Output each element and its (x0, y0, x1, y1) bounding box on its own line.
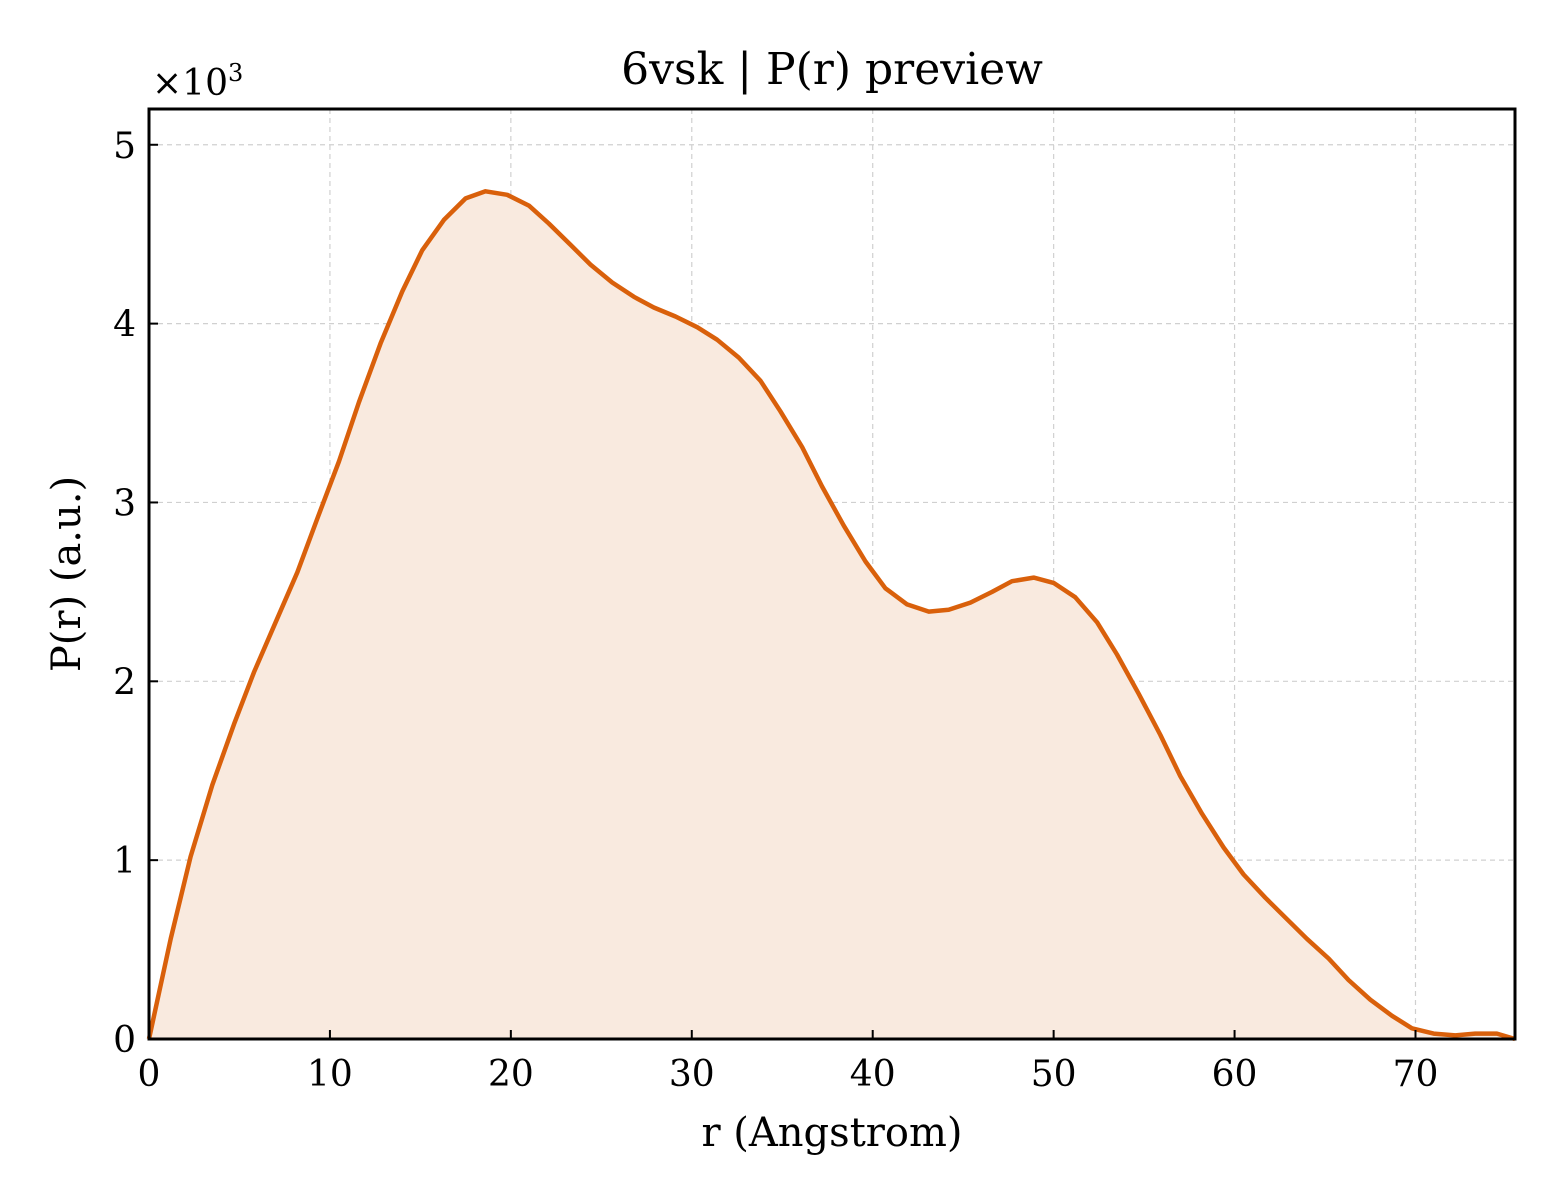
y-tick-label: 5 (113, 126, 136, 167)
x-tick-label: 10 (307, 1054, 353, 1095)
axis-ticks: 0 10 20 30 40 50 60 70 0 1 2 3 4 5 (113, 126, 1438, 1095)
y-scale-exponent: 3 (228, 59, 243, 87)
y-tick-label: 0 (113, 1020, 136, 1061)
y-tick-label: 2 (113, 662, 136, 703)
x-tick-label: 30 (669, 1054, 715, 1095)
y-axis-label: P(r) (a.u.) (44, 476, 90, 672)
y-scale-prefix: ×10 (152, 63, 228, 104)
pr-curve-line (146, 189, 1516, 1042)
x-tick-label: 50 (1031, 1054, 1077, 1095)
x-tick-label: 60 (1212, 1054, 1258, 1095)
y-tick-label: 3 (113, 483, 136, 524)
x-tick-label: 20 (488, 1054, 534, 1095)
pr-area-fill (149, 191, 1515, 1040)
x-tick-label: 0 (138, 1054, 161, 1095)
plot-frame (147, 107, 1517, 1041)
y-tick-label: 4 (113, 305, 136, 346)
x-tick-label: 40 (850, 1054, 896, 1095)
x-axis-label: r (Angstrom) (701, 1110, 962, 1156)
y-scale-multiplier: ×103 (152, 59, 243, 104)
y-tick-label: 1 (113, 841, 136, 882)
chart-title: 6vsk | P(r) preview (621, 44, 1043, 95)
x-tick-label: 70 (1393, 1054, 1439, 1095)
